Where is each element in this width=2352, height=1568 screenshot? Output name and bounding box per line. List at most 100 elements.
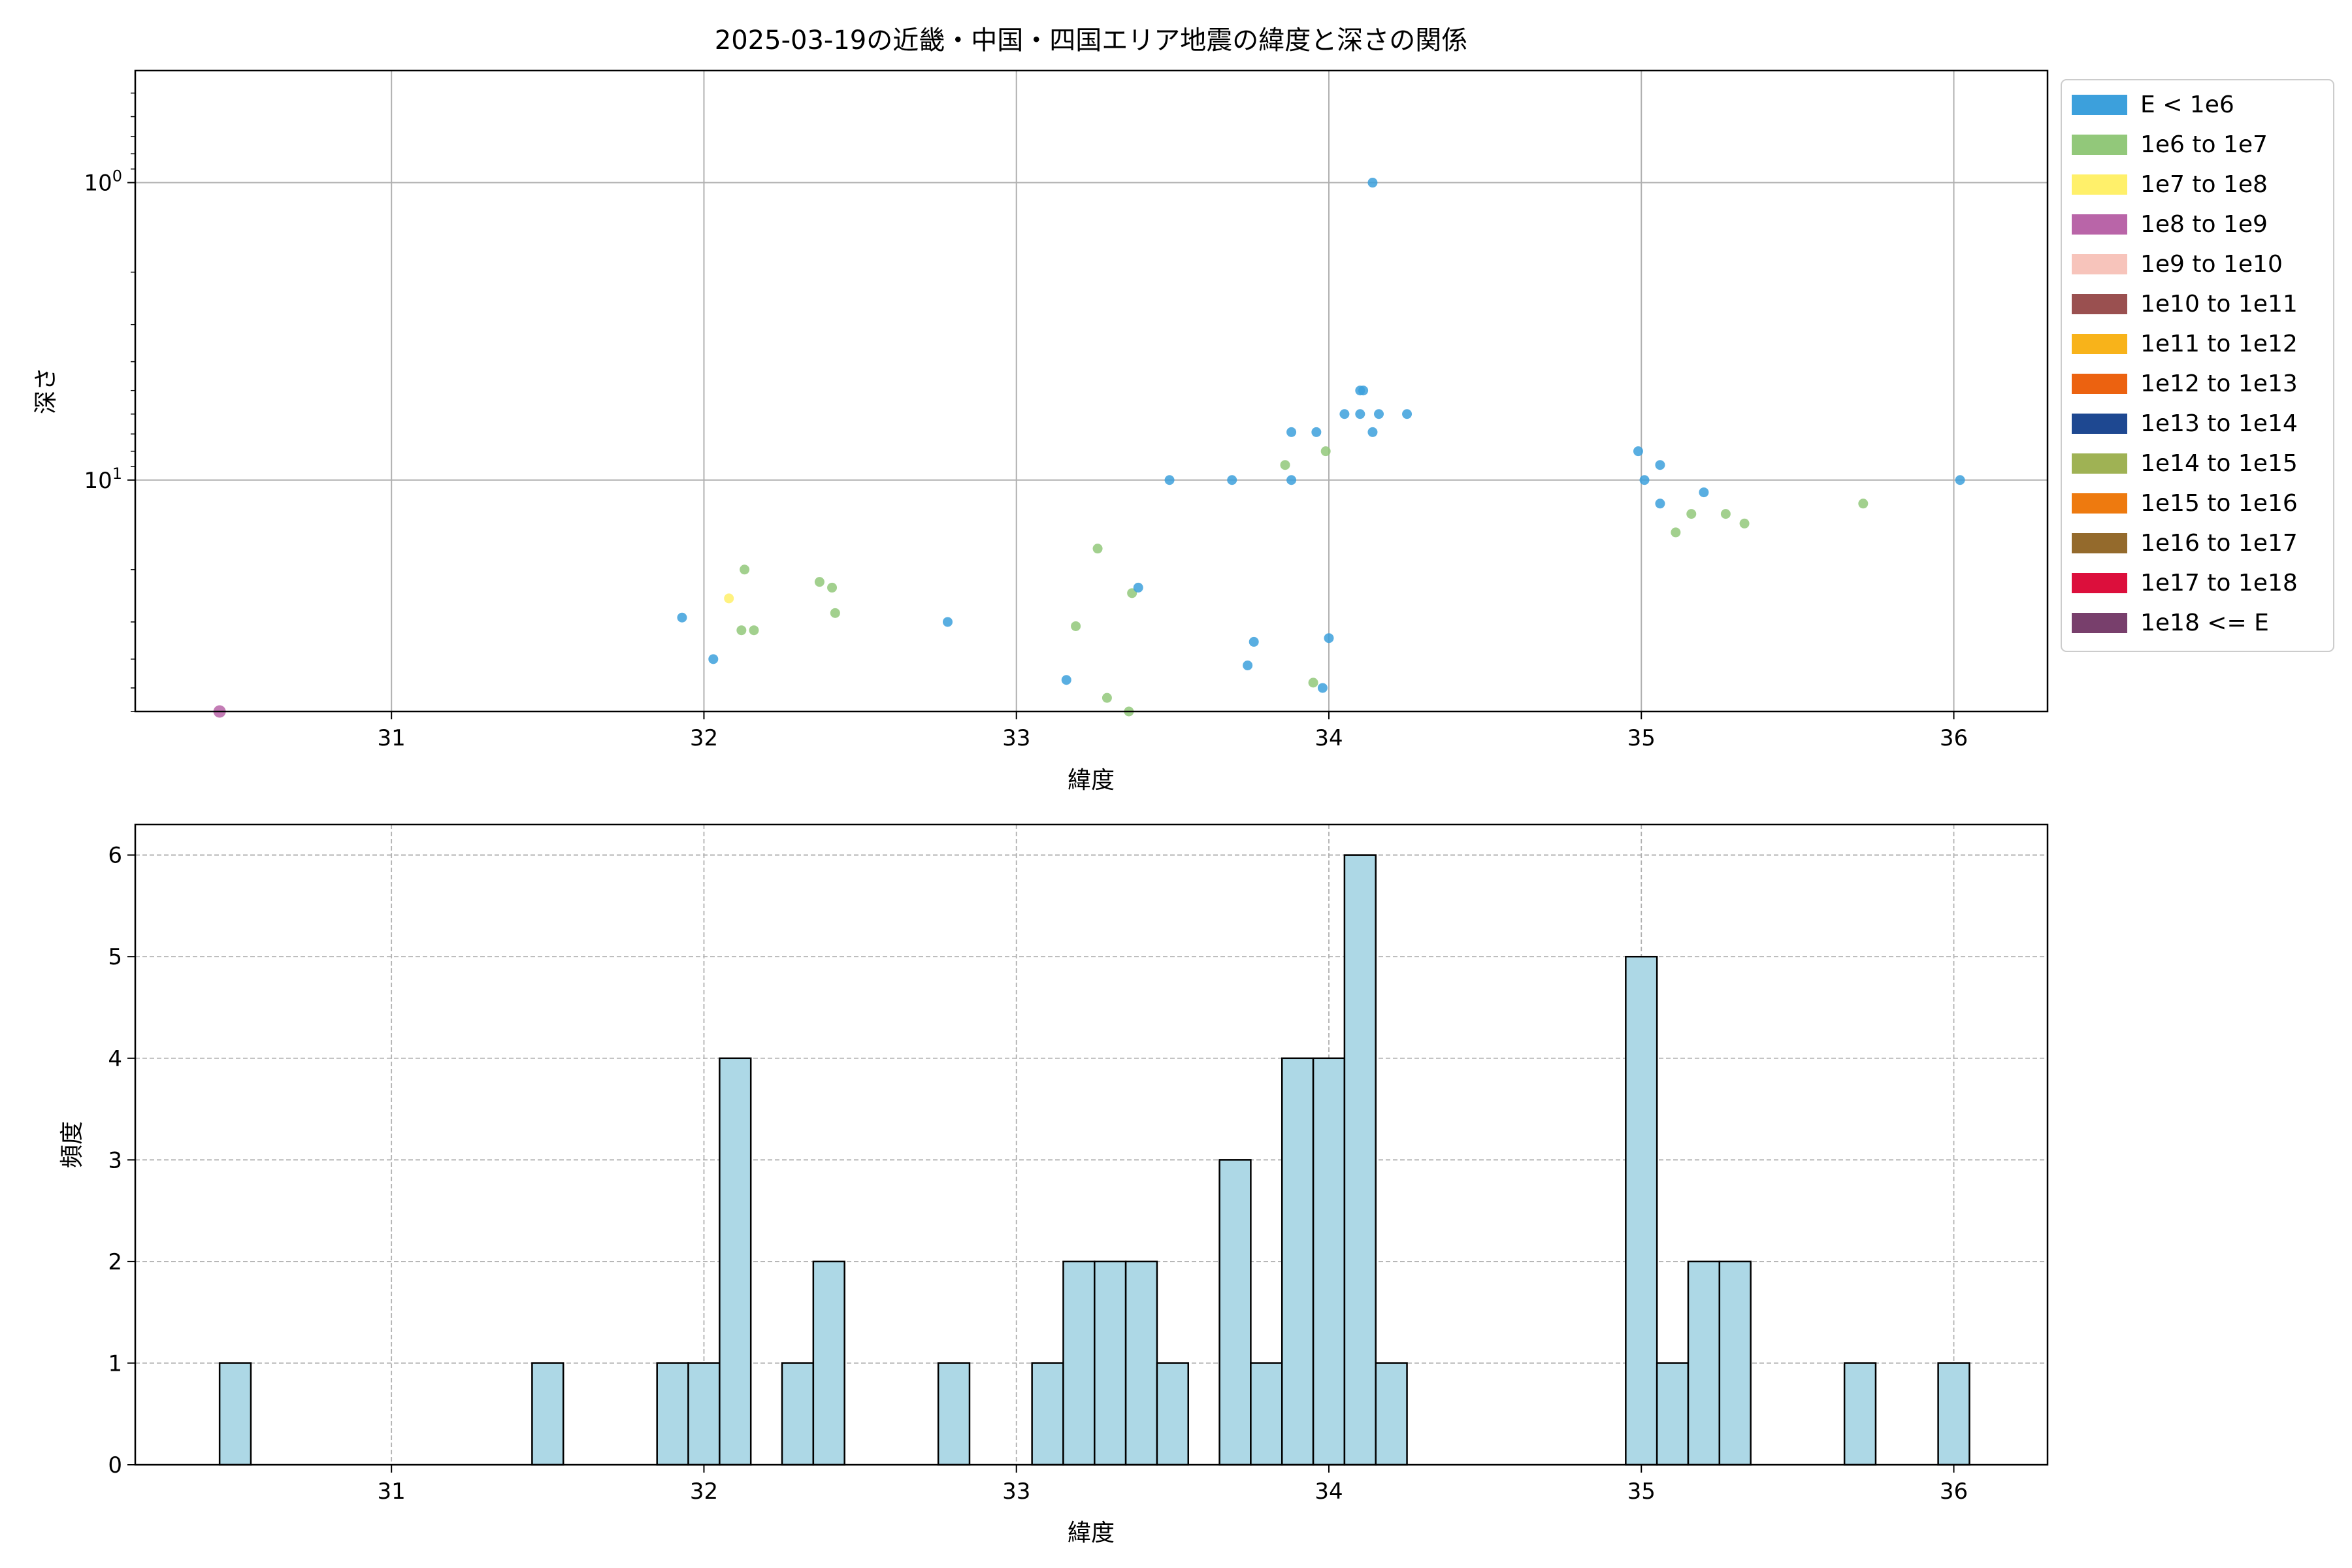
legend-label: 1e7 to 1e8: [2140, 171, 2268, 198]
scatter-point: [677, 612, 687, 623]
histogram-bar: [719, 1057, 752, 1466]
histogram-y-tick-label: 6: [108, 843, 122, 869]
histogram-axes-frame: [134, 823, 2049, 1466]
scatter-x-ticks: 31 32 33 34 35 36: [378, 711, 1968, 751]
histogram-y-tick-label: 4: [108, 1046, 122, 1072]
legend-label: 1e12 to 1e13: [2140, 370, 2298, 397]
scatter-point: [1311, 427, 1322, 437]
scatter-point: [1249, 636, 1259, 647]
scatter-grid: [135, 71, 2048, 711]
scatter-point: [1367, 427, 1378, 437]
legend-label: 1e8 to 1e9: [2140, 211, 2268, 238]
histogram-bar: [1250, 1362, 1283, 1466]
histogram-y-tick-label: 2: [108, 1249, 122, 1275]
legend-label: 1e15 to 1e16: [2140, 490, 2298, 517]
scatter-x-tick-label: 32: [690, 725, 718, 751]
legend-label: 1e6 to 1e7: [2140, 131, 2268, 158]
histogram-x-tick-label: 35: [1627, 1478, 1656, 1505]
legend-label: 1e11 to 1e12: [2140, 331, 2298, 357]
legend-swatch: [2072, 374, 2127, 394]
scatter-point: [1071, 621, 1081, 631]
scatter-point: [1374, 409, 1384, 419]
legend-label: 1e18 <= E: [2140, 610, 2269, 636]
scatter-point: [1092, 544, 1103, 554]
scatter-point: [1367, 178, 1378, 188]
chart-title: 2025-03-19の近畿・中国・四国エリア地震の緯度と深さの関係: [715, 25, 1467, 56]
scatter-point: [1324, 633, 1334, 644]
scatter-point: [1686, 509, 1697, 519]
histogram-bar: [531, 1362, 564, 1466]
scatter-x-tick-label: 34: [1315, 725, 1343, 751]
histogram-bar: [1843, 1362, 1877, 1466]
histogram-bar: [1156, 1362, 1190, 1466]
scatter-y-tick-label: 100: [84, 167, 122, 197]
histogram-bar: [1687, 1260, 1721, 1466]
legend-label: 1e17 to 1e18: [2140, 570, 2298, 596]
scatter-y-ticks: 100 101: [84, 92, 135, 712]
scatter-point: [740, 564, 750, 575]
histogram-x-tick-label: 34: [1315, 1478, 1343, 1505]
scatter-point: [1061, 675, 1071, 685]
histogram-bar: [1281, 1057, 1315, 1466]
scatter-x-tick-label: 33: [1002, 725, 1030, 751]
scatter-x-axis-label: 緯度: [1068, 767, 1115, 794]
scatter-x-tick-label: 36: [1940, 725, 1968, 751]
legend-swatch: [2072, 533, 2127, 553]
legend-swatch: [2072, 573, 2127, 593]
scatter-x-tick-label: 31: [378, 725, 406, 751]
scatter-point: [942, 617, 953, 627]
scatter-point: [1639, 475, 1650, 485]
histogram-y-tick-label: 3: [108, 1147, 122, 1173]
scatter-point: [1358, 385, 1369, 396]
histogram-bar: [937, 1362, 971, 1466]
histogram-bar: [218, 1362, 252, 1466]
legend-label: 1e14 to 1e15: [2140, 450, 2298, 477]
histogram-x-ticks: 31 32 33 34 35 36: [378, 1465, 1968, 1505]
histogram-bar: [812, 1260, 845, 1466]
histogram-y-tick-label: 0: [108, 1452, 122, 1478]
scatter-y-tick-label: 101: [84, 465, 122, 494]
scatter-point: [830, 608, 840, 618]
scatter-point: [1133, 582, 1143, 593]
legend-swatch: [2072, 493, 2127, 514]
scatter-point: [1227, 475, 1237, 485]
histogram-bar: [656, 1362, 689, 1466]
histogram-y-tick-label: 5: [108, 944, 122, 970]
legend-label: 1e10 to 1e11: [2140, 291, 2298, 318]
histogram-x-tick-label: 33: [1002, 1478, 1030, 1505]
histogram-bar: [687, 1362, 721, 1466]
scatter-point: [1633, 446, 1643, 457]
scatter-point: [1655, 498, 1665, 509]
scatter-point: [1655, 460, 1665, 470]
scatter-point: [1699, 487, 1709, 498]
legend-swatch: [2072, 95, 2127, 115]
histogram-bar: [781, 1362, 815, 1466]
scatter-point: [1339, 409, 1350, 419]
scatter-y-axis-label: 深さ: [33, 367, 59, 414]
histogram-bar: [1625, 955, 1658, 1466]
scatter-point: [1317, 683, 1328, 693]
scatter-point: [1243, 660, 1253, 670]
scatter-point: [1739, 518, 1750, 529]
histogram-y-tick-label: 1: [108, 1350, 122, 1377]
scatter-point: [1955, 475, 1965, 485]
scatter-point: [1280, 460, 1290, 470]
histogram-y-ticks: 0 1 2 3 4 5 6: [108, 843, 135, 1478]
legend-label: 1e16 to 1e17: [2140, 530, 2298, 557]
histogram-x-tick-label: 36: [1940, 1478, 1968, 1505]
histogram-x-tick-label: 31: [378, 1478, 406, 1505]
scatter-point: [827, 582, 838, 593]
histogram-bar: [1375, 1362, 1408, 1466]
scatter-point: [1402, 409, 1413, 419]
scatter-point: [1355, 409, 1365, 419]
scatter-point: [708, 654, 719, 664]
scatter-points: [213, 178, 1965, 718]
histogram-bar: [1218, 1159, 1252, 1466]
histogram-x-axis-label: 緯度: [1068, 1520, 1115, 1546]
scatter-point: [1320, 446, 1331, 457]
legend-swatch: [2072, 294, 2127, 314]
scatter-x-tick-label: 35: [1627, 725, 1656, 751]
histogram-x-tick-label: 32: [690, 1478, 718, 1505]
legend-swatch: [2072, 254, 2127, 274]
scatter-axes-frame: [134, 69, 2049, 713]
